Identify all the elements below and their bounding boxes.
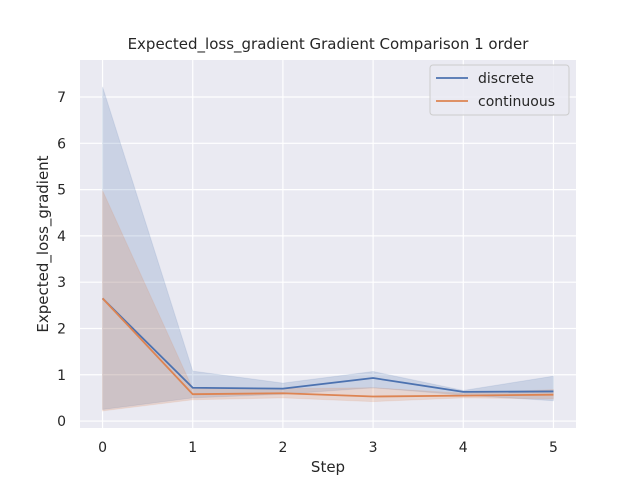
- y-tick-label: 4: [57, 229, 66, 245]
- legend-label-continuous: continuous: [478, 94, 555, 110]
- x-tick-label: 3: [369, 440, 378, 456]
- x-tick-label: 2: [278, 440, 287, 456]
- series-line-continuous: [101, 297, 554, 398]
- plot-background: [80, 60, 576, 428]
- y-axis-ticks: 0 1 2 3 4 5 6 7: [57, 90, 66, 430]
- y-tick-label: 1: [57, 368, 66, 384]
- x-tick-label: 5: [549, 440, 558, 456]
- y-axis-label: Expected_loss_gradient: [34, 155, 53, 332]
- legend: discrete continuous: [429, 64, 570, 116]
- y-tick-label: 3: [57, 275, 66, 291]
- x-tick-label: 1: [188, 440, 197, 456]
- y-tick-label: 2: [57, 321, 66, 337]
- x-tick-label: 0: [98, 440, 107, 456]
- x-axis-label: Step: [311, 458, 345, 476]
- legend-label-discrete: discrete: [478, 71, 534, 87]
- y-tick-label: 7: [57, 90, 66, 106]
- y-tick-label: 0: [57, 414, 66, 430]
- series-lines: [101, 297, 554, 398]
- y-tick-label: 5: [57, 183, 66, 199]
- y-tick-label: 6: [57, 136, 66, 152]
- series-line-discrete: [101, 297, 554, 393]
- x-tick-label: 4: [459, 440, 468, 456]
- grid-lines: [80, 60, 576, 428]
- chart-title: Expected_loss_gradient Gradient Comparis…: [128, 35, 530, 54]
- ci-band-discrete: [102, 86, 554, 411]
- x-axis-ticks: 0 1 2 3 4 5: [98, 440, 558, 456]
